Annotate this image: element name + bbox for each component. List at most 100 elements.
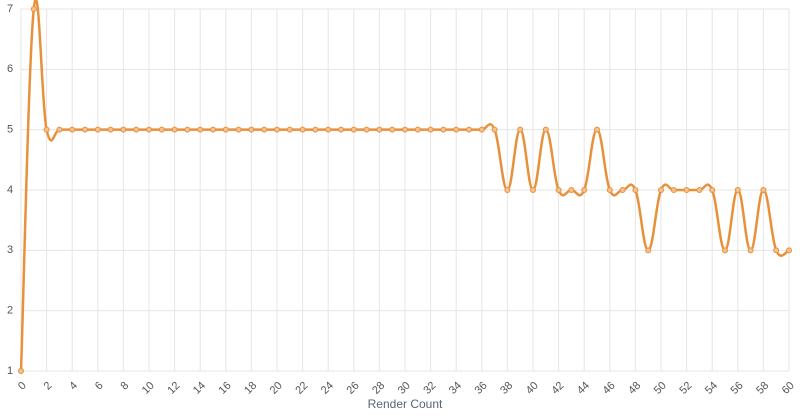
x-tick-label: 22 (293, 380, 310, 397)
data-point (235, 126, 242, 133)
x-tick-label: 20 (268, 380, 285, 397)
x-tick-label: 56 (729, 380, 746, 397)
y-tick-label: 6 (7, 63, 13, 75)
data-point (210, 126, 216, 133)
x-tick-label: 16 (217, 380, 234, 397)
x-tick-label: 30 (396, 380, 413, 397)
data-point (581, 187, 588, 193)
y-tick-label: 1 (7, 365, 13, 377)
data-point (696, 187, 703, 193)
x-tick-label: 60 (780, 380, 797, 397)
x-axis-title: Render Count (368, 397, 443, 411)
data-point (542, 126, 549, 133)
data-point (94, 126, 101, 133)
data-point (69, 126, 76, 133)
data-point (427, 126, 434, 133)
data-point (299, 126, 306, 133)
y-tick-label: 7 (7, 3, 13, 15)
x-tick-label: 14 (191, 380, 208, 397)
data-point (350, 126, 357, 133)
data-point (760, 187, 767, 193)
data-point (670, 187, 677, 193)
x-tick-label: 50 (652, 380, 669, 397)
x-tick-label: 44 (575, 380, 592, 397)
data-point (261, 126, 268, 133)
data-point (56, 126, 63, 133)
data-point (786, 247, 792, 254)
x-tick-label: 58 (754, 380, 771, 397)
data-point (594, 126, 600, 133)
data-point (197, 126, 204, 133)
data-point (658, 187, 664, 193)
data-point (568, 187, 575, 193)
y-tick-label: 4 (7, 184, 13, 196)
x-tick-label: 6 (93, 380, 106, 393)
data-point (453, 126, 460, 133)
data-point (530, 187, 536, 193)
x-tick-label: 52 (677, 380, 694, 397)
data-point (82, 126, 88, 133)
x-tick-label: 2 (42, 380, 55, 393)
data-point (414, 126, 421, 133)
x-tick-label: 12 (165, 380, 182, 397)
x-tick-label: 40 (524, 380, 541, 397)
data-point (619, 187, 626, 193)
y-tick-label: 2 (7, 305, 13, 317)
x-tick-label: 4 (67, 380, 80, 393)
x-tick-label: 54 (703, 380, 720, 397)
data-point (18, 368, 24, 374)
data-point (504, 187, 511, 193)
data-point (402, 126, 408, 133)
x-tick-label: 18 (242, 380, 259, 397)
data-point (645, 247, 652, 254)
data-point (773, 247, 780, 254)
data-point (133, 126, 140, 133)
data-point (709, 187, 716, 193)
data-point (363, 126, 370, 133)
x-tick-label: 46 (601, 380, 618, 397)
data-point (222, 126, 229, 133)
data-point (274, 126, 280, 133)
x-tick-label: 48 (626, 380, 643, 397)
data-point (171, 126, 178, 133)
data-point (184, 126, 191, 133)
x-tick-label: 24 (319, 380, 336, 397)
data-point (440, 126, 447, 133)
data-point (517, 126, 524, 133)
x-tick-label: 26 (345, 380, 362, 397)
data-point (478, 126, 485, 133)
x-tick-label: 34 (447, 380, 464, 397)
x-tick-label: 32 (421, 380, 438, 397)
data-point (312, 126, 319, 133)
x-tick-label: 38 (498, 380, 515, 397)
data-point (466, 126, 472, 133)
data-point (286, 126, 293, 133)
data-point (325, 126, 332, 133)
x-tick-label: 8 (118, 380, 131, 393)
data-point (120, 126, 127, 133)
data-point (606, 187, 613, 193)
data-point (683, 187, 690, 193)
data-point (248, 126, 255, 133)
data-point (376, 126, 383, 133)
data-point (107, 126, 114, 133)
y-tick-label: 5 (7, 124, 13, 136)
x-tick-label: 28 (370, 380, 387, 397)
data-point (338, 126, 344, 133)
data-point (734, 187, 741, 193)
x-tick-label: 0 (16, 380, 29, 393)
data-point (158, 126, 165, 133)
data-point (43, 126, 50, 133)
data-point (747, 247, 754, 254)
x-tick-label: 10 (140, 380, 157, 397)
x-tick-label: 42 (549, 380, 566, 397)
x-tick-label: 36 (473, 380, 490, 397)
y-tick-label: 3 (7, 244, 13, 256)
data-point (632, 187, 639, 193)
data-point (491, 126, 498, 133)
data-point (389, 126, 396, 133)
data-point (555, 187, 562, 193)
data-point (722, 247, 728, 254)
data-point (30, 6, 37, 12)
